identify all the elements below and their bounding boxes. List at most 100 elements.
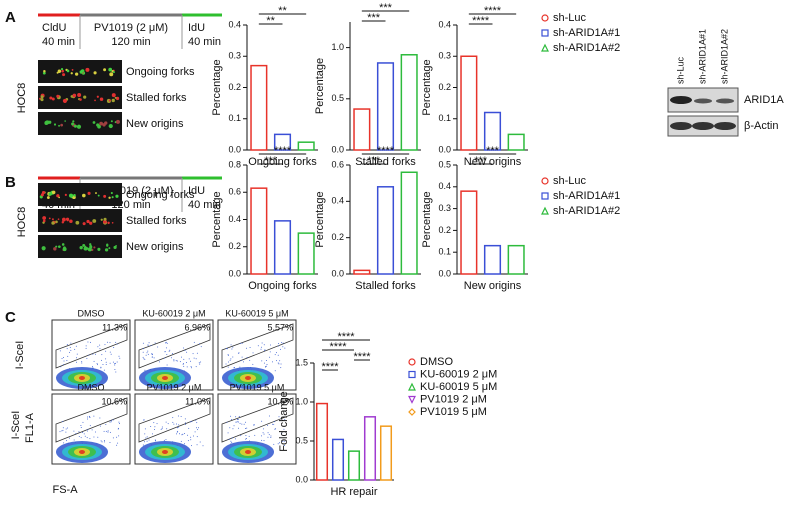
flow-dot — [277, 443, 279, 445]
fiber-dot — [56, 94, 60, 98]
flow-dot — [268, 434, 270, 436]
fiber-image — [38, 209, 122, 232]
legend-marker — [408, 382, 416, 391]
gate — [55, 323, 128, 369]
flow-dot — [239, 366, 241, 368]
flow-dot — [196, 422, 198, 424]
flow-dot — [177, 430, 179, 432]
flow-dot — [78, 431, 80, 433]
x-axis-label: New origins — [464, 280, 522, 292]
flow-dot — [86, 418, 88, 420]
flow-dot — [226, 421, 228, 423]
flow-dot — [238, 352, 240, 354]
flow-dot — [142, 348, 144, 350]
gate — [221, 397, 294, 443]
flow-dot — [180, 440, 182, 442]
flow-dot — [246, 357, 248, 359]
flow-dot — [265, 365, 267, 367]
flow-dot — [104, 344, 106, 346]
y-axis-label: Percentage — [314, 191, 326, 247]
flow-dot — [273, 423, 275, 425]
fiber-dot — [60, 123, 64, 127]
fiber-dot — [71, 122, 75, 126]
fiber-dot — [75, 220, 80, 225]
flow-dot — [114, 362, 116, 364]
flow-dot — [62, 427, 64, 429]
flow-dot — [234, 438, 236, 440]
y-tick-label: 0.6 — [331, 159, 344, 169]
flow-dot — [243, 423, 245, 425]
flow-dot — [89, 438, 91, 440]
fiber-dot — [92, 121, 96, 124]
flow-dot — [172, 417, 174, 419]
y-tick-label: 0.1 — [228, 113, 241, 123]
flow-dot — [144, 428, 146, 430]
flow-dot — [101, 354, 103, 356]
flow-density — [245, 450, 251, 454]
flow-dot — [76, 361, 78, 363]
flow-dot — [65, 428, 67, 430]
flow-dot — [257, 345, 259, 347]
fiber-dot — [79, 98, 82, 101]
flow-dot — [99, 348, 101, 350]
y-tick-label: 0.2 — [331, 232, 344, 242]
flow-dot — [239, 342, 241, 344]
flow-dot — [187, 440, 189, 442]
flow-dot — [144, 358, 146, 360]
band-label: ARID1A — [744, 94, 784, 106]
timeline-time: 40 min — [42, 36, 75, 48]
fiber-dot — [53, 247, 57, 251]
flow-dot — [261, 360, 263, 362]
bar — [400, 171, 418, 275]
significance-label: **** — [353, 351, 371, 363]
flow-dot — [147, 350, 149, 352]
flow-dot — [273, 443, 275, 445]
y-axis-label: Percentage — [211, 59, 223, 115]
flow-dot — [254, 434, 256, 436]
flow-percent: 11.3% — [102, 322, 127, 332]
flow-dot — [80, 437, 82, 439]
flow-dot — [230, 440, 232, 442]
flow-dot — [112, 361, 114, 363]
flow-dot — [142, 351, 144, 353]
flow-dot — [167, 423, 169, 425]
flow-dot — [245, 438, 247, 440]
flow-dot — [240, 435, 242, 437]
flow-dot — [161, 428, 163, 430]
flow-dot — [193, 341, 195, 343]
flow-dot — [184, 350, 186, 352]
fiber-dot — [111, 93, 116, 98]
flow-dot — [278, 416, 280, 418]
fiber-dot — [108, 67, 113, 72]
flow-dot — [180, 415, 182, 417]
flow-dot — [265, 359, 267, 361]
flow-dot — [189, 360, 191, 362]
bar — [353, 108, 371, 151]
flow-dot — [263, 344, 265, 346]
flow-dot — [166, 428, 168, 430]
flow-title: KU-60019 2 μM — [142, 308, 205, 318]
flow-dot — [180, 356, 182, 358]
flow-dot — [66, 427, 68, 429]
flow-dot — [166, 354, 168, 356]
flow-dot — [267, 424, 269, 426]
fiber-dot — [71, 69, 74, 71]
bar — [273, 220, 292, 275]
fiber-dot — [112, 71, 115, 74]
flow-dot — [177, 415, 179, 417]
flow-dot — [146, 352, 148, 354]
flow-dot — [227, 354, 229, 356]
band-label: β-Actin — [744, 120, 778, 132]
fiber-dot — [43, 69, 46, 73]
flow-dot — [142, 444, 144, 446]
flow-dot — [238, 415, 240, 417]
flow-dot — [65, 431, 67, 433]
fiber-dot — [61, 217, 66, 222]
flow-dot — [66, 360, 68, 362]
flow-dot — [61, 358, 63, 360]
fiber-dot — [55, 220, 58, 224]
flow-dot — [225, 363, 227, 365]
flow-dot — [176, 431, 178, 433]
flow-dot — [99, 425, 101, 427]
gate — [221, 323, 294, 369]
